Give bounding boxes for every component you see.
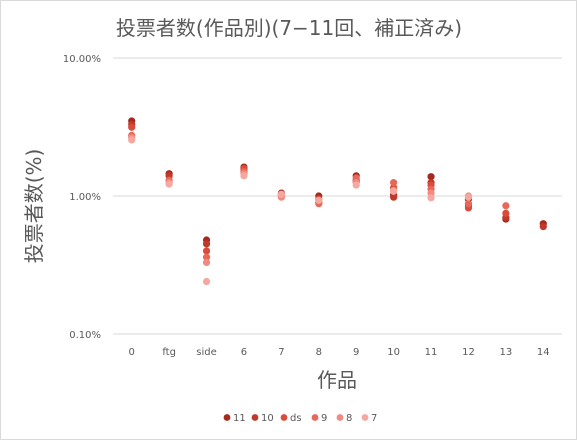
legend-marker bbox=[280, 414, 288, 421]
data-point bbox=[202, 277, 211, 286]
data-point bbox=[464, 200, 473, 208]
legend-label: 10 bbox=[261, 413, 274, 424]
x-tick-label: 9 bbox=[353, 347, 359, 358]
x-tick-labels: 0 ftg side 6 7 8 9 10 11 12 13 14 bbox=[129, 347, 550, 358]
x-tick-label: side bbox=[196, 347, 217, 358]
x-tick-label: 13 bbox=[500, 347, 513, 358]
legend-label: 9 bbox=[321, 413, 327, 424]
data-point bbox=[464, 193, 473, 201]
y-tick-labels: 10.00% 1.00% 0.10% bbox=[63, 54, 101, 341]
x-tick-label: 6 bbox=[241, 347, 247, 358]
y-tick-label: 10.00% bbox=[63, 54, 101, 65]
data-point bbox=[502, 202, 510, 210]
data-point bbox=[202, 247, 211, 255]
data-point bbox=[539, 223, 547, 231]
y-axis-title: 投票者数(%) bbox=[22, 149, 46, 264]
data-point bbox=[427, 173, 435, 181]
y-tick-label: 0.10% bbox=[69, 330, 101, 341]
x-axis-title: 作品 bbox=[317, 368, 357, 392]
x-tick-label: 14 bbox=[537, 347, 550, 358]
x-tick-label: ftg bbox=[162, 347, 176, 358]
x-tick-label: 11 bbox=[425, 347, 438, 358]
data-point bbox=[128, 123, 136, 131]
data-point bbox=[390, 187, 398, 195]
legend-marker bbox=[311, 414, 319, 421]
x-tick-label: 0 bbox=[129, 347, 135, 358]
data-point bbox=[390, 193, 398, 201]
x-tick-label: 7 bbox=[278, 347, 284, 358]
data-point bbox=[128, 136, 136, 144]
data-point bbox=[165, 180, 173, 188]
legend: 11 10 ds 9 8 7 bbox=[223, 413, 377, 424]
legend-marker bbox=[361, 414, 369, 421]
legend-label: 8 bbox=[346, 413, 352, 424]
data-point bbox=[502, 209, 510, 217]
x-tick-label: 8 bbox=[316, 347, 322, 358]
chart-title: 投票者数(作品別)(7−11回、補正済み) bbox=[116, 16, 462, 40]
legend-marker bbox=[223, 414, 231, 421]
gridlines bbox=[113, 57, 562, 335]
data-point bbox=[240, 172, 248, 180]
legend-marker bbox=[336, 414, 344, 421]
data-point bbox=[277, 190, 285, 198]
legend-label: 7 bbox=[371, 413, 377, 424]
x-tick-label: 12 bbox=[462, 347, 475, 358]
data-point bbox=[315, 196, 323, 204]
legend-marker bbox=[251, 414, 259, 421]
data-point bbox=[202, 253, 211, 261]
y-tick-label: 1.00% bbox=[69, 192, 101, 203]
data-point bbox=[202, 258, 211, 267]
legend-label: 11 bbox=[233, 413, 246, 424]
data-point bbox=[427, 194, 435, 202]
data-point bbox=[352, 181, 360, 189]
data-points bbox=[128, 117, 547, 286]
x-tick-label: 10 bbox=[387, 347, 400, 358]
data-point bbox=[202, 240, 211, 248]
data-point bbox=[390, 179, 398, 187]
legend-label: ds bbox=[290, 413, 302, 424]
